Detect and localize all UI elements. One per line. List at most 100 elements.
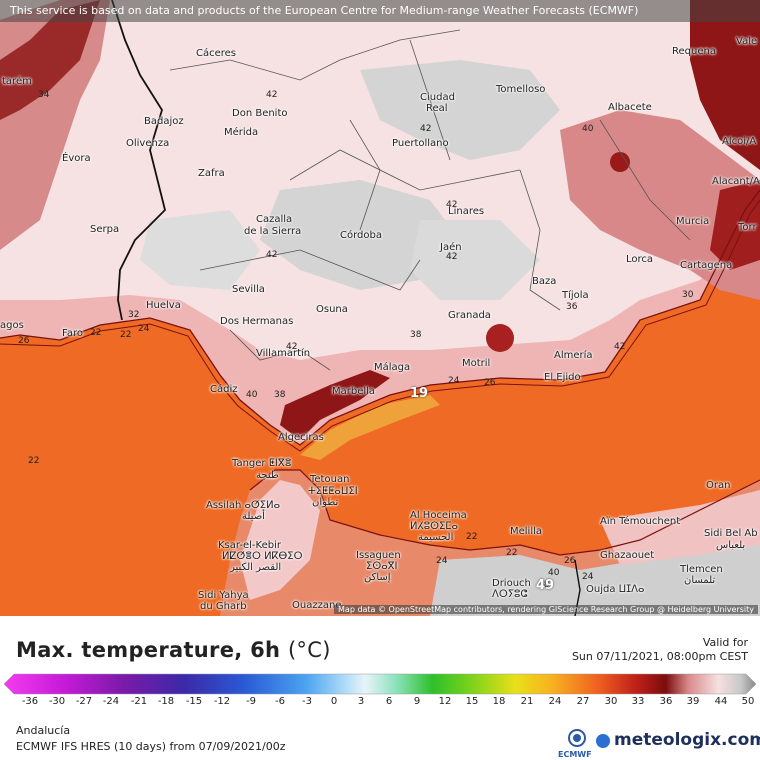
scale-tick: 3 [357,696,365,707]
scale-tick: 36 [659,696,673,707]
scale-tick: -24 [102,696,120,707]
scale-bar [4,673,756,695]
city-label: Dos Hermanas [220,316,294,327]
city-label: Alcoi/A [722,136,757,147]
city-label: Tlemcen [680,564,723,575]
city-label: ⴷⵔⵢⵓⵛ [492,589,528,600]
city-label: Issaguen [356,550,401,561]
isoline-label: 42 [446,200,458,210]
city-label: Cádiz [210,384,238,395]
isoline-label: 42 [286,342,298,352]
north-africa-grey [430,540,760,616]
albacete-hotspot [610,152,630,172]
region-name: Andalucía [16,724,71,737]
valid-time: Sun 07/11/2021, 08:00pm CEST [571,650,748,663]
city-label: القصر الكبير [230,562,282,573]
scale-tick: 6 [385,696,393,707]
city-label: du Gharb [200,601,247,612]
city-label: Algeciras [278,432,324,443]
title-unit: (°C) [287,638,331,662]
scale-tick: -9 [246,696,256,707]
scale-tick: 30 [604,696,618,707]
city-label: Tanger ⵟⵏⴳⴻ [232,458,292,469]
scale-tick: -27 [75,696,93,707]
isoline-label: 36 [566,302,578,312]
city-label: Sidi Bel Ab [704,528,758,539]
city-label: Albacete [608,102,652,113]
city-label: Tomelloso [496,84,546,95]
city-label: Badajoz [144,116,184,127]
scale-tick: -30 [48,696,66,707]
city-label: Zafra [198,168,225,179]
city-label: Alacant/A [712,176,760,187]
city-label: Granada [448,310,491,321]
isoline-label: 38 [538,580,550,590]
city-label: ⵍⵃⵓⵙⵉⵎⴰ [410,521,458,532]
city-label: Melilla [510,526,543,537]
isoline-label: 22 [120,330,132,340]
scale-tick: -6 [275,696,285,707]
temperature-map: This service is based on data and produc… [0,0,760,616]
city-label: Mérida [224,127,259,138]
scale-tick: 9 [413,696,421,707]
model-run: ECMWF IFS HRES (10 days) from 07/09/2021… [16,740,286,753]
scale-tick: 33 [631,696,645,707]
isoline-label: 24 [582,572,594,582]
isoline-label: 22 [466,532,478,542]
city-label: Lorca [626,254,654,265]
map-attribution: Map data © OpenStreetMap contributors, r… [334,605,758,614]
city-label: Driouch [492,578,531,589]
spain-portugal-border [111,0,166,321]
algeria-pink [600,490,760,565]
city-label: Évora [62,153,91,164]
isoline-label: 22 [90,328,102,338]
scale-tick: 21 [520,696,534,707]
scale-tick: 12 [438,696,452,707]
africa-coast-isoline [249,469,760,556]
title-text: Max. temperature, 6h [16,638,281,662]
city-label: Oujda ⵡⵊⴷⴰ [586,584,645,595]
city-label: Córdoba [340,230,382,241]
isoline-label-min: 19 [410,386,429,401]
city-label: tarém [2,76,32,87]
city-label: Almería [554,350,593,361]
city-label: Cartagena [680,260,733,271]
city-label: Ciudad [420,92,455,103]
city-label: Málaga [374,362,411,373]
city-label: Sidi Yahya [198,590,249,601]
city-label: Faro [62,328,83,339]
grey-patch-1 [360,60,560,160]
city-label: Puertollano [392,138,449,149]
city-label: تطوان [312,497,339,508]
city-label: Assilah ⴰⵚⵉⵍⴰ [206,500,281,511]
isoline-label: 42 [266,90,278,100]
isoline-label: 34 [38,90,50,100]
isoline-label: 22 [506,548,518,558]
meteologix-logo-icon [596,734,610,748]
city-label: Villamartín [256,348,311,359]
city-label: Vale [736,36,758,47]
isoline-label: 40 [582,124,594,134]
city-label: Ouazzane [292,600,342,611]
portugal-dark [0,0,100,120]
city-label: Requena [672,46,716,57]
city-label: بلعباس [716,540,746,551]
city-label: Cazalla [256,214,293,225]
scale-tick: 24 [548,696,562,707]
coast-isoline-2 [0,199,760,452]
meteologix-brand[interactable]: meteologix.com [614,730,760,750]
scale-tick: 27 [576,696,590,707]
city-label: ⵉⵙⴰⴳⵏ [366,561,398,572]
valid-label: Valid for [702,636,748,649]
grey-patch-4 [140,210,260,290]
city-label: Baza [532,276,557,287]
coast-isoline [0,189,760,446]
coastal-hot-band [0,260,720,445]
isoline-label: 30 [682,290,694,300]
city-label: Al Hoceima [410,510,467,521]
color-scale [4,673,756,695]
city-label: Osuna [316,304,348,315]
ecmwf-logo-label: ECMWF [558,750,592,759]
city-label: طنجة [256,470,279,481]
ecmwf-banner: This service is based on data and produc… [0,0,760,22]
